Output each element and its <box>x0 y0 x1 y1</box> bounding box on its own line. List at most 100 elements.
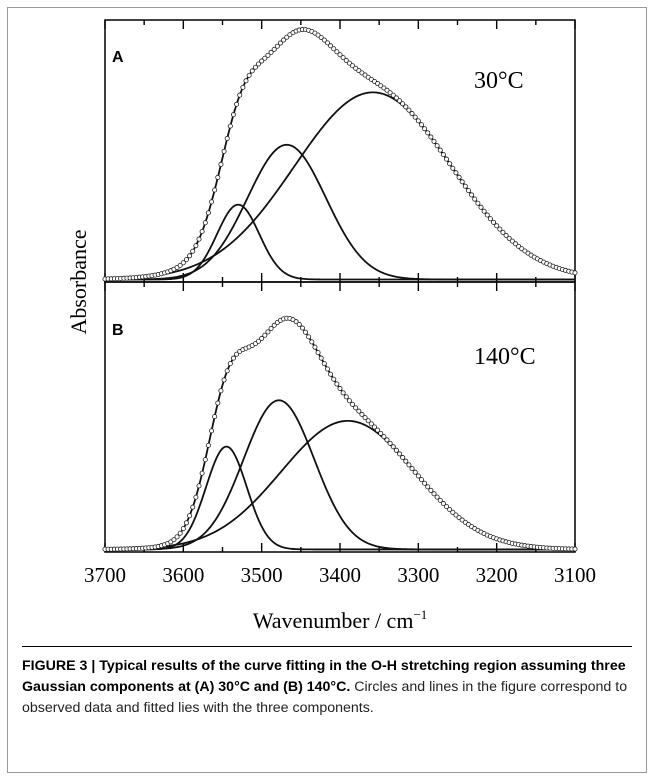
data-point <box>227 361 233 367</box>
data-point <box>393 95 399 101</box>
data-point <box>428 487 434 493</box>
data-point <box>209 199 215 205</box>
data-point <box>572 546 578 552</box>
x-tick-label: 3600 <box>162 563 204 587</box>
data-point <box>296 321 302 327</box>
data-point <box>183 520 189 526</box>
data-point <box>415 473 421 479</box>
data-point <box>218 388 224 394</box>
data-point <box>268 325 274 331</box>
data-point <box>180 526 186 532</box>
data-point <box>384 437 390 443</box>
data-point <box>193 243 199 249</box>
data-point <box>174 534 180 540</box>
data-point <box>368 421 374 427</box>
data-point <box>500 229 506 235</box>
component-curve-3 <box>104 91 576 280</box>
data-point <box>478 204 484 210</box>
data-point <box>237 92 243 98</box>
data-point <box>324 40 330 46</box>
panel-a-curves <box>102 27 578 282</box>
data-point <box>428 134 434 140</box>
x-tick-label: 3700 <box>84 563 126 587</box>
data-point <box>212 414 218 420</box>
data-point <box>572 270 578 276</box>
data-point <box>187 253 193 259</box>
data-point <box>224 135 230 141</box>
data-point <box>475 200 481 206</box>
data-point <box>350 63 356 69</box>
data-point <box>340 55 346 61</box>
data-point <box>437 147 443 153</box>
data-point <box>393 447 399 453</box>
data-point <box>512 241 518 247</box>
data-point <box>472 196 478 202</box>
data-point <box>328 371 334 377</box>
data-point <box>193 494 199 500</box>
component-curve-3 <box>104 419 576 551</box>
data-point <box>271 322 277 328</box>
data-point <box>224 368 230 374</box>
component-curve-1 <box>105 445 575 551</box>
x-tick-label: 3200 <box>476 563 518 587</box>
data-point <box>265 52 271 58</box>
data-point <box>450 165 456 171</box>
x-tick-labels: 3700 3600 3500 3400 3300 3200 3100 <box>84 563 596 587</box>
data-point <box>371 424 377 430</box>
data-point <box>218 161 224 167</box>
panel-a-frame <box>104 19 576 283</box>
fit-sum-curve <box>104 28 576 280</box>
x-tick-label: 3100 <box>554 563 596 587</box>
data-point <box>378 430 384 436</box>
data-point <box>346 398 352 404</box>
data-point <box>259 335 265 341</box>
y-axis-label: Absorbance <box>66 229 91 334</box>
data-point <box>390 444 396 450</box>
caption-rule <box>22 646 632 647</box>
data-point <box>459 179 465 185</box>
data-point <box>315 350 321 356</box>
data-point <box>362 415 368 421</box>
data-point <box>246 72 252 78</box>
data-point <box>422 126 428 132</box>
data-point <box>321 361 327 367</box>
data-point <box>171 537 177 543</box>
panel-a-temperature-label: 30°C <box>474 68 524 94</box>
data-point <box>447 161 453 167</box>
data-point <box>299 325 305 331</box>
data-point <box>190 504 196 510</box>
data-point <box>177 262 183 268</box>
data-point <box>425 130 431 136</box>
data-point <box>365 418 371 424</box>
observed-data-points <box>102 315 578 552</box>
data-point <box>199 470 205 476</box>
data-point <box>221 377 227 383</box>
data-point <box>418 122 424 128</box>
data-point <box>506 235 512 241</box>
data-point <box>397 98 403 104</box>
x-axis-label: Wavenumber / cm−1 <box>253 607 428 633</box>
data-point <box>227 123 233 129</box>
x-tick-label: 3500 <box>241 563 283 587</box>
data-point <box>328 43 334 49</box>
data-point <box>318 355 324 361</box>
data-point <box>303 329 309 335</box>
data-point <box>400 455 406 461</box>
data-point <box>440 501 446 507</box>
data-point <box>343 57 349 63</box>
data-point <box>256 338 262 344</box>
data-point <box>343 394 349 400</box>
data-point <box>199 229 205 235</box>
data-point <box>353 405 359 411</box>
component-curve-2 <box>105 143 575 281</box>
data-point <box>318 34 324 40</box>
data-point <box>350 401 356 407</box>
data-point <box>484 212 490 218</box>
data-point <box>390 92 396 98</box>
panel-b-curves <box>102 315 578 552</box>
data-point <box>256 61 262 67</box>
data-point <box>331 376 337 382</box>
data-point <box>293 319 299 325</box>
data-point <box>331 46 337 52</box>
